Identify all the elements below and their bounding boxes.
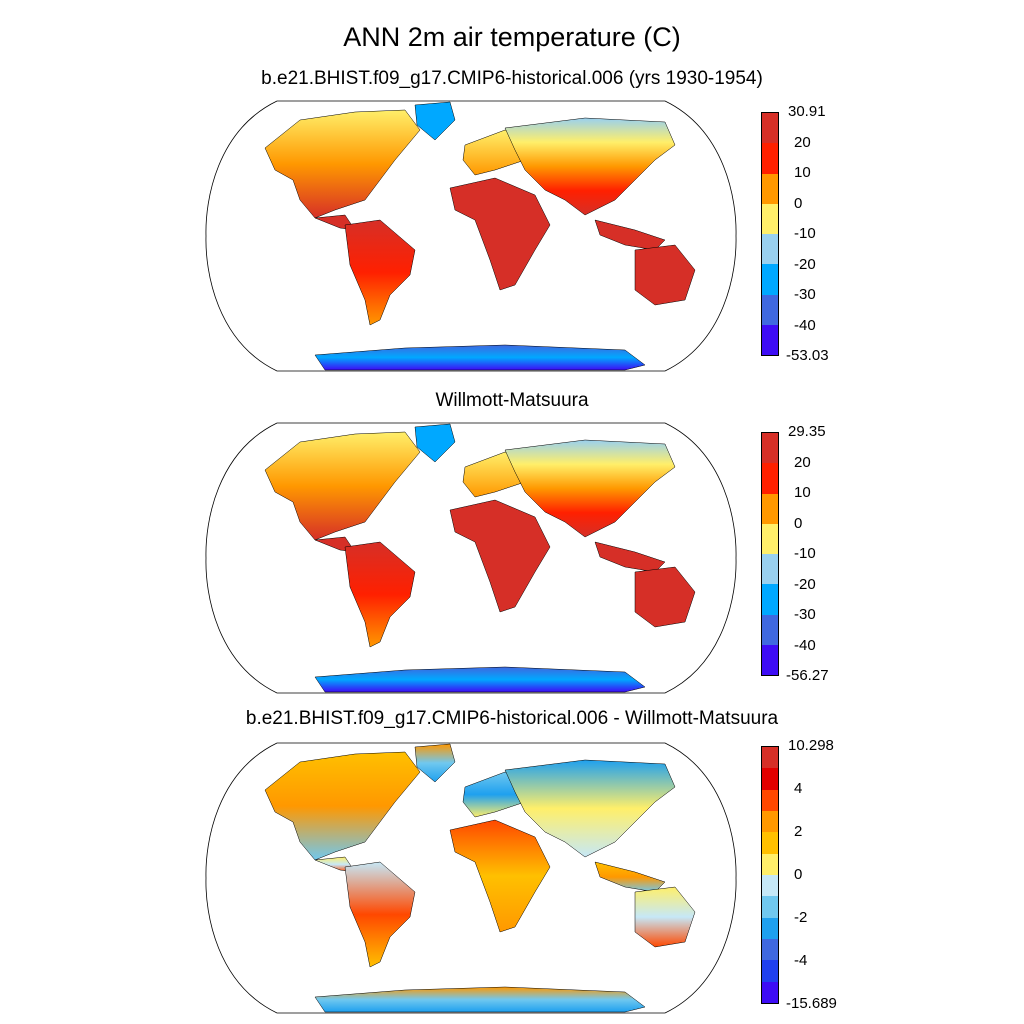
continent-asia [504, 439, 676, 538]
colorbar-label: -10 [794, 545, 816, 562]
continent-australia [634, 244, 696, 306]
continent-southeast-asia [594, 541, 666, 573]
continent-australia [634, 566, 696, 628]
colorbar-label: -53.03 [786, 347, 829, 364]
colorbar-swatch [762, 584, 778, 615]
colorbar-swatch [762, 874, 778, 897]
map-boundary [205, 742, 737, 1014]
colorbar-label: -40 [794, 636, 816, 654]
colorbar-label: -30 [794, 286, 816, 303]
continents [264, 101, 696, 371]
colorbar-swatch [762, 917, 778, 939]
colorbar-label: -15.689 [786, 995, 837, 1012]
panel-obs-colorbar [761, 432, 779, 676]
colorbar-label: -56.27 [786, 667, 829, 684]
panel-model-subtitle: b.e21.BHIST.f09_g17.CMIP6-historical.006… [261, 68, 763, 89]
colorbar-label: 20 [794, 453, 811, 471]
colorbar-label: -40 [794, 316, 816, 334]
colorbar-swatch [762, 789, 778, 811]
continent-australia [634, 886, 696, 948]
continent-africa [449, 819, 551, 933]
panel-diff-colorbar [761, 746, 779, 1004]
panel-model-colorbar [761, 112, 779, 356]
colorbar-swatch [762, 523, 778, 554]
colorbar-swatch [762, 203, 778, 234]
map-outline [205, 100, 737, 372]
colorbar-swatch [762, 463, 778, 494]
continent-north-america [264, 751, 421, 861]
continent-greenland [414, 743, 456, 783]
colorbar-label: -2 [794, 909, 808, 926]
colorbar-swatch [762, 644, 778, 675]
colorbar-swatch [762, 810, 778, 833]
continent-greenland [414, 423, 456, 463]
map-outline [205, 422, 737, 694]
continent-south-america [344, 541, 416, 648]
colorbar-swatch [762, 324, 778, 355]
colorbar-swatch [762, 896, 778, 918]
continent-southeast-asia [594, 861, 666, 893]
colorbar-label: 10.298 [788, 737, 834, 754]
colorbar-label: 4 [794, 780, 803, 797]
colorbar-swatch [762, 294, 778, 325]
panel-obs-subtitle: Willmott-Matsuura [435, 390, 589, 411]
colorbar-swatch [762, 853, 778, 875]
colorbar-swatch [762, 981, 778, 1003]
continent-africa [449, 177, 551, 291]
colorbar-swatch [762, 960, 778, 982]
colorbar-label: -20 [794, 575, 816, 593]
colorbar-swatch [762, 234, 778, 265]
continents [264, 743, 696, 1013]
colorbar-label: 10 [794, 484, 811, 501]
colorbar-swatch [762, 433, 778, 464]
colorbar-swatch [762, 747, 778, 769]
colorbar-label: 0 [794, 866, 803, 883]
map-boundary [205, 422, 737, 694]
continent-south-america [344, 219, 416, 326]
colorbar-swatch [762, 143, 778, 174]
panel-obs-map [205, 422, 737, 694]
panel-diff-subtitle: b.e21.BHIST.f09_g17.CMIP6-historical.006… [245, 708, 779, 729]
colorbar-label: 2 [794, 823, 803, 840]
continent-greenland [414, 101, 456, 141]
colorbar-swatch [762, 264, 778, 295]
colorbar-label: 10 [794, 164, 811, 181]
continent-africa [449, 499, 551, 613]
colorbar-swatch [762, 554, 778, 585]
continent-antarctica [314, 986, 646, 1013]
continent-antarctica [314, 344, 646, 371]
continent-north-america [264, 109, 421, 219]
continent-south-america [344, 861, 416, 968]
colorbar-label: -4 [794, 952, 808, 969]
continent-antarctica [314, 666, 646, 693]
colorbar-label: -20 [794, 255, 816, 273]
colorbar-label: 30.91 [788, 103, 826, 120]
panel-model-map [205, 100, 737, 372]
figure-title: ANN 2m air temperature (C) [343, 22, 681, 52]
continent-asia [504, 117, 676, 216]
continent-southeast-asia [594, 219, 666, 251]
colorbar-swatch [762, 614, 778, 645]
colorbar-label: 20 [794, 133, 811, 151]
continent-asia [504, 759, 676, 858]
colorbar-swatch [762, 938, 778, 961]
colorbar-label: 0 [794, 194, 803, 212]
panel-diff-map [205, 742, 737, 1014]
map-boundary [205, 100, 737, 372]
colorbar-swatch [762, 173, 778, 204]
colorbar-label: -30 [794, 606, 816, 623]
continent-north-america [264, 431, 421, 541]
colorbar-swatch [762, 768, 778, 790]
colorbar-label: 0 [794, 514, 803, 532]
map-outline [205, 742, 737, 1014]
colorbar-label: -10 [794, 225, 816, 242]
colorbar-swatch [762, 493, 778, 524]
colorbar-swatch [762, 113, 778, 144]
colorbar-label: 29.35 [788, 423, 826, 440]
continents [264, 423, 696, 693]
colorbar-swatch [762, 832, 778, 854]
